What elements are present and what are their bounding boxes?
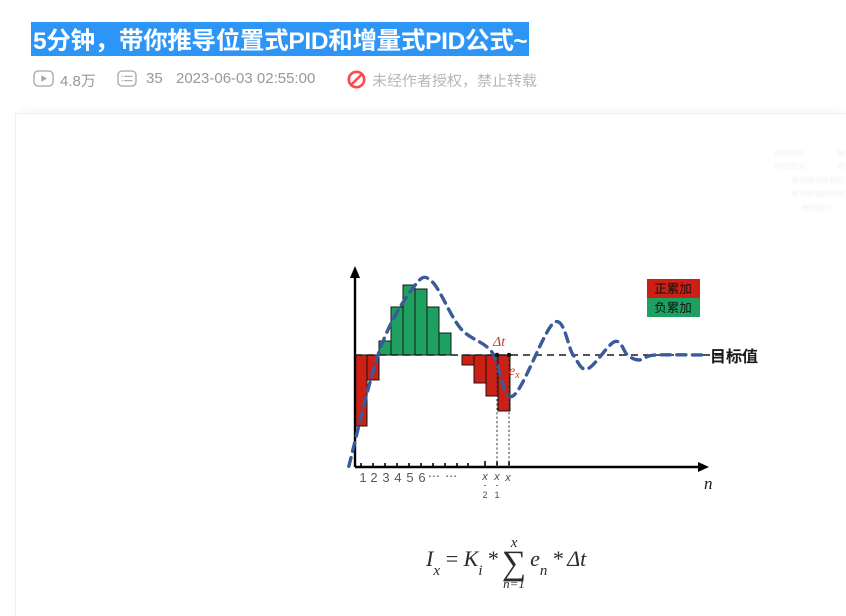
svg-text:3: 3 xyxy=(382,470,389,485)
svg-text:格物致知: 格物致知 xyxy=(774,162,806,171)
svg-text:1: 1 xyxy=(494,490,499,500)
svg-text:4: 4 xyxy=(394,470,401,485)
svg-text:格物致知: 格物致知 xyxy=(821,190,846,199)
svg-text:格物致知: 格物致知 xyxy=(837,162,846,171)
svg-text:6: 6 xyxy=(418,470,425,485)
svg-text:格物致知: 格物致知 xyxy=(791,190,823,199)
svg-text:2: 2 xyxy=(370,470,377,485)
svg-text:格物致知: 格物致知 xyxy=(801,204,833,213)
svg-text:目标值: 目标值 xyxy=(710,347,758,366)
svg-text:格物致知: 格物致知 xyxy=(791,176,823,185)
svg-text:⋯ ⋯: ⋯ ⋯ xyxy=(428,470,458,484)
svg-text:-: - xyxy=(496,480,499,490)
svg-text:格物致知: 格物致知 xyxy=(774,149,806,158)
svg-text:-: - xyxy=(484,480,487,490)
svg-text:负累加: 负累加 xyxy=(654,301,692,315)
svg-text:ex: ex xyxy=(509,364,520,381)
svg-text:格物致知: 格物致知 xyxy=(821,176,846,185)
svg-text:5: 5 xyxy=(406,470,413,485)
svg-text:x: x xyxy=(504,472,511,484)
svg-text:n: n xyxy=(704,474,713,493)
svg-text:格物致知: 格物致知 xyxy=(837,149,846,158)
svg-text:正累加: 正累加 xyxy=(654,282,692,296)
svg-text:1: 1 xyxy=(359,470,366,485)
svg-text:2: 2 xyxy=(482,490,487,500)
svg-text:Δt: Δt xyxy=(492,335,506,350)
